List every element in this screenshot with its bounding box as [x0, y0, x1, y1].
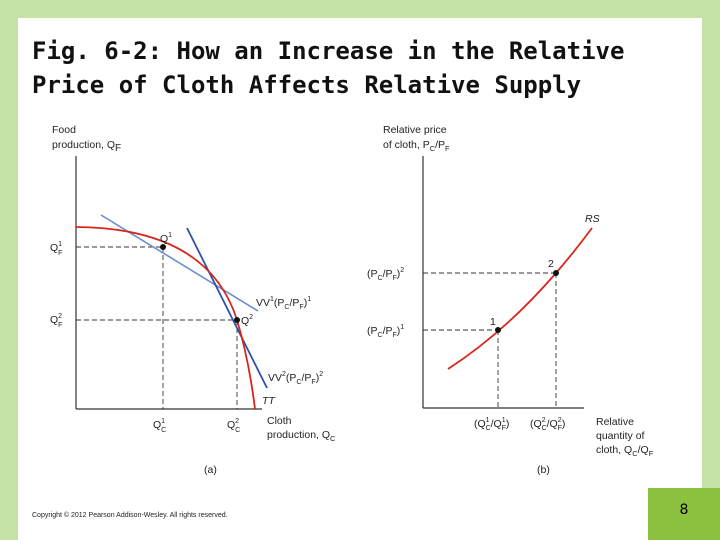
slide-title-line-1: Fig. 6-2: How an Increase in the Relativ…	[32, 37, 625, 65]
panel-a-ppf-label: TT	[262, 395, 276, 407]
panel-a-isovalue-line-2	[186, 227, 268, 389]
panel-b: Relative price of cloth, PC/PF 1 2 RS (P…	[367, 124, 654, 476]
panel-b-x-label-line-1: Relative	[596, 416, 634, 428]
panel-a: Food production, QF Q1 Q2 Q1 F Q2 F Q1 C Q2…	[50, 124, 336, 476]
panel-a-xtick-q1: Q1 C	[153, 418, 166, 434]
panel-b-y-label-line-1: Relative price	[383, 124, 447, 136]
panel-b-point-2-label: 2	[548, 258, 554, 270]
panel-a-vv2-label: VV2(PC/PF)2	[268, 371, 323, 386]
panel-a-point-q1	[160, 244, 166, 250]
panel-b-x-label-line-2: quantity of	[596, 430, 645, 442]
page-number-box	[648, 488, 720, 540]
panel-b-x-label-line-3: cloth, QC/QF	[596, 444, 654, 458]
panel-b-point-2	[553, 270, 559, 276]
panel-b-xtick-2: (Q2 C/Q2 F)	[530, 417, 565, 432]
panel-a-point-q2	[234, 317, 240, 323]
panel-a-caption: (a)	[204, 464, 217, 476]
panel-b-rs-label: RS	[585, 213, 600, 225]
right-accent-band	[702, 0, 720, 540]
slide-title-line-2: Price of Cloth Affects Relative Supply	[32, 71, 582, 99]
panel-a-y-label-line-1: Food	[52, 124, 76, 136]
panel-a-vv1-label: VV1(PC/PF)1	[256, 296, 311, 311]
panel-b-rs-curve	[447, 227, 593, 370]
panel-b-point-1-label: 1	[490, 316, 496, 328]
panel-a-y-label-line-2: production, QF	[52, 139, 121, 154]
panel-a-ytick-q2: Q2 F	[50, 313, 62, 329]
slide-title: Fig. 6-2: How an Increase in the Relativ…	[32, 34, 692, 102]
panel-a-x-label-line-2: production, QC	[267, 429, 336, 443]
page-number: 8	[679, 502, 689, 518]
panel-b-y-label-line-2: of cloth, PC/PF	[383, 139, 450, 153]
panel-a-point-q2-label: Q2	[241, 314, 253, 327]
copyright-notice: Copyright © 2012 Pearson Addison-Wesley.…	[32, 512, 228, 519]
panel-b-caption: (b)	[537, 464, 550, 476]
panel-b-ytick-2: (PC/PF)2	[367, 267, 404, 282]
top-accent-band	[0, 0, 720, 18]
panel-a-x-label-line-1: Cloth	[267, 415, 292, 427]
panel-a-ppf-curve	[75, 226, 256, 410]
panel-a-isovalue-line-1	[100, 214, 259, 312]
panel-b-point-1	[495, 327, 501, 333]
panel-a-point-q1-label: Q1	[160, 232, 172, 245]
panel-b-xtick-1: (Q1 C/Q1 F)	[474, 417, 509, 432]
left-accent-band	[0, 0, 18, 540]
panel-b-ytick-1: (PC/PF)1	[367, 324, 404, 339]
panel-a-xtick-q2: Q2 C	[227, 418, 240, 434]
panel-a-ytick-q1: Q1 F	[50, 241, 62, 257]
